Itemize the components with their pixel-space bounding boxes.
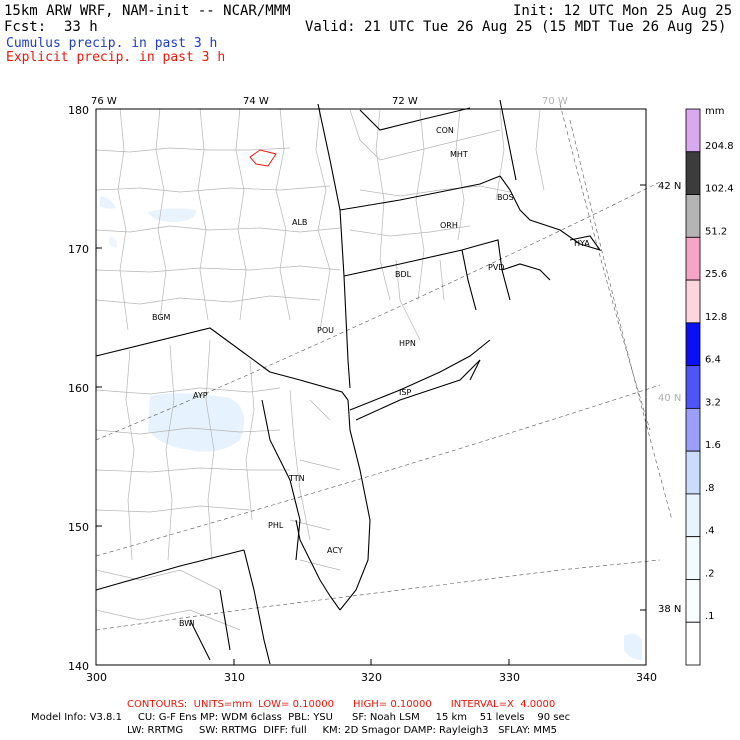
station-bwi: BWI bbox=[179, 619, 194, 628]
explicit-legend: Explicit precip. in past 3 h bbox=[6, 50, 226, 65]
colorbar: 204.8 102.4 51.2 25.6 12.8 6.4 3.2 1.6 .8 .4 .2 .1 bbox=[685, 108, 734, 666]
station-phl: PHL bbox=[268, 521, 284, 530]
colorbar-swatch bbox=[685, 365, 701, 409]
colorbar-swatch bbox=[685, 621, 701, 666]
station-hpn: HPN bbox=[399, 339, 416, 348]
lat-label-38n: 38 N bbox=[658, 604, 681, 615]
colorbar-swatch bbox=[685, 450, 701, 495]
station-isp: ISP bbox=[399, 388, 411, 397]
colorbar-level-label: 204.8 bbox=[705, 141, 734, 152]
colorbar-swatch bbox=[685, 407, 701, 452]
colorbar-level-label: 6.4 bbox=[705, 355, 721, 366]
station-pvd: PVD bbox=[488, 263, 504, 272]
colorbar-swatch bbox=[685, 194, 701, 238]
colorbar-level-label: .2 bbox=[705, 568, 715, 579]
lon-label-74w: 74 W bbox=[243, 96, 269, 107]
explicit-precip-contour bbox=[249, 149, 277, 167]
station-mht: MHT bbox=[450, 150, 468, 159]
lon-label-76w: 76 W bbox=[91, 96, 117, 107]
valid-time: Valid: 21 UTC Tue 26 Aug 25 (15 MDT Tue … bbox=[305, 19, 727, 35]
precip-shading bbox=[100, 196, 642, 660]
y-tick-170: 170 bbox=[68, 243, 89, 256]
contours-info: CONTOURS: UNITS=mm LOW= 0.10000 HIGH= 0.… bbox=[127, 699, 556, 710]
station-alb: ALB bbox=[292, 218, 307, 227]
y-tick-150: 150 bbox=[68, 521, 89, 534]
colorbar-swatch bbox=[685, 536, 701, 580]
station-pou: POU bbox=[317, 326, 334, 335]
init-time: Init: 12 UTC Mon 25 Aug 25 bbox=[513, 3, 733, 19]
lon-label-70w: 70 W bbox=[542, 96, 568, 107]
station-ayp: AYP bbox=[193, 391, 208, 400]
x-tick-300: 300 bbox=[86, 671, 107, 684]
colorbar-swatch bbox=[685, 579, 701, 623]
colorbar-level-label: 25.6 bbox=[705, 269, 727, 280]
x-tick-310: 310 bbox=[224, 671, 245, 684]
y-tick-140: 140 bbox=[68, 660, 89, 673]
x-tick-320: 320 bbox=[361, 671, 382, 684]
y-tick-160: 160 bbox=[68, 382, 89, 395]
station-ttn: TTN bbox=[288, 474, 305, 483]
model-title: 15km ARW WRF, NAM-init -- NCAR/MMM bbox=[4, 3, 291, 19]
forecast-hour: 33 h bbox=[64, 19, 98, 35]
colorbar-level-label: 12.8 bbox=[705, 312, 727, 323]
colorbar-level-label: .4 bbox=[705, 526, 715, 537]
x-tick-330: 330 bbox=[499, 671, 520, 684]
colorbar-swatch bbox=[685, 108, 701, 153]
axis-ticks bbox=[95, 108, 647, 666]
station-con: CON bbox=[436, 126, 454, 135]
lon-label-72w: 72 W bbox=[392, 96, 418, 107]
y-tick-180: 180 bbox=[68, 104, 89, 117]
model-info: Model Info: V3.8.1 CU: G-F Ens MP: WDM 6… bbox=[31, 712, 571, 723]
colorbar-swatch bbox=[685, 322, 701, 367]
lat-label-42n: 42 N bbox=[658, 181, 681, 192]
station-bdl: BDL bbox=[395, 270, 412, 279]
map-frame bbox=[95, 108, 647, 666]
colorbar-swatch bbox=[685, 236, 701, 281]
colorbar-level-label: 1.6 bbox=[705, 440, 721, 451]
colorbar-level-label: 3.2 bbox=[705, 397, 721, 408]
colorbar-level-label: .1 bbox=[705, 611, 715, 622]
station-orh: ORH bbox=[440, 221, 458, 230]
state-boundaries bbox=[95, 99, 602, 665]
cumulus-legend: Cumulus precip. in past 3 h bbox=[6, 36, 218, 51]
station-hya: HYA bbox=[574, 239, 590, 248]
station-acy: ACY bbox=[327, 546, 343, 555]
model-info-2: LW: RRTMG SW: RRTMG DIFF: full KM: 2D Sm… bbox=[127, 725, 557, 736]
colorbar-swatch bbox=[685, 493, 701, 538]
forecast-label: Fcst: bbox=[4, 19, 47, 35]
colorbar-swatch bbox=[685, 151, 701, 195]
lat-label-40n: 40 N bbox=[658, 393, 681, 404]
colorbar-level-label: .8 bbox=[705, 483, 715, 494]
county-lines bbox=[95, 107, 545, 631]
x-tick-340: 340 bbox=[636, 671, 657, 684]
station-bgm: BGM bbox=[152, 313, 171, 322]
station-bos: BOS bbox=[497, 193, 514, 202]
colorbar-unit: mm bbox=[705, 106, 724, 117]
colorbar-swatch bbox=[685, 279, 701, 324]
colorbar-level-label: 51.2 bbox=[705, 226, 727, 237]
latlon-grid bbox=[95, 103, 673, 631]
colorbar-level-label: 102.4 bbox=[705, 184, 734, 195]
